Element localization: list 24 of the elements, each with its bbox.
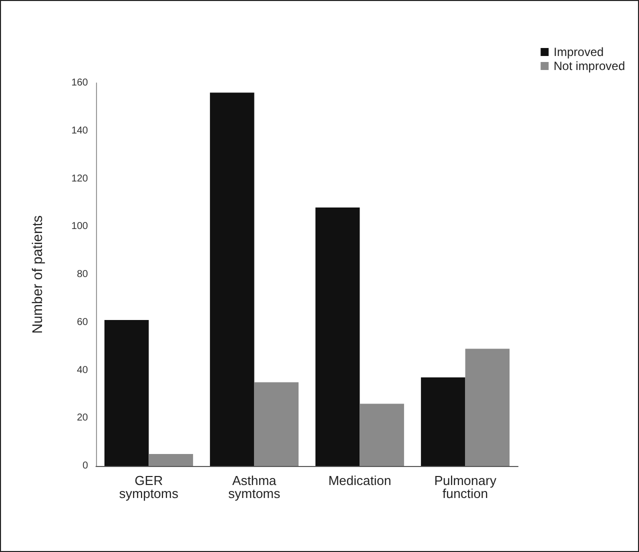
y-tick-label: 140 — [71, 125, 88, 136]
y-tick-label: 80 — [76, 269, 88, 280]
y-tick-label: 40 — [76, 364, 88, 376]
x-tick-label: GER symptoms — [119, 473, 179, 501]
bar — [420, 377, 466, 466]
y-tick-label: 160 — [71, 78, 88, 88]
y-tick-label: 120 — [71, 173, 88, 184]
legend-label: Improved — [554, 45, 604, 59]
bar — [360, 404, 404, 466]
y-tick-label: 60 — [76, 316, 88, 328]
x-tick-label: Asthma symtoms — [228, 473, 281, 501]
bar — [315, 207, 360, 466]
bar — [148, 454, 194, 466]
x-tick-label: Pulmonary function — [434, 473, 497, 501]
y-tick-label: 20 — [76, 412, 88, 424]
x-tick-label: Medication — [328, 473, 392, 488]
bar — [104, 320, 149, 466]
bar — [465, 348, 510, 466]
y-axis-title: Number of patients — [29, 215, 45, 334]
bar — [254, 382, 299, 466]
y-tick-label: 0 — [82, 460, 88, 472]
bar — [210, 92, 254, 466]
y-tick-label: 100 — [71, 221, 88, 232]
legend-label: Not improved — [554, 59, 626, 73]
